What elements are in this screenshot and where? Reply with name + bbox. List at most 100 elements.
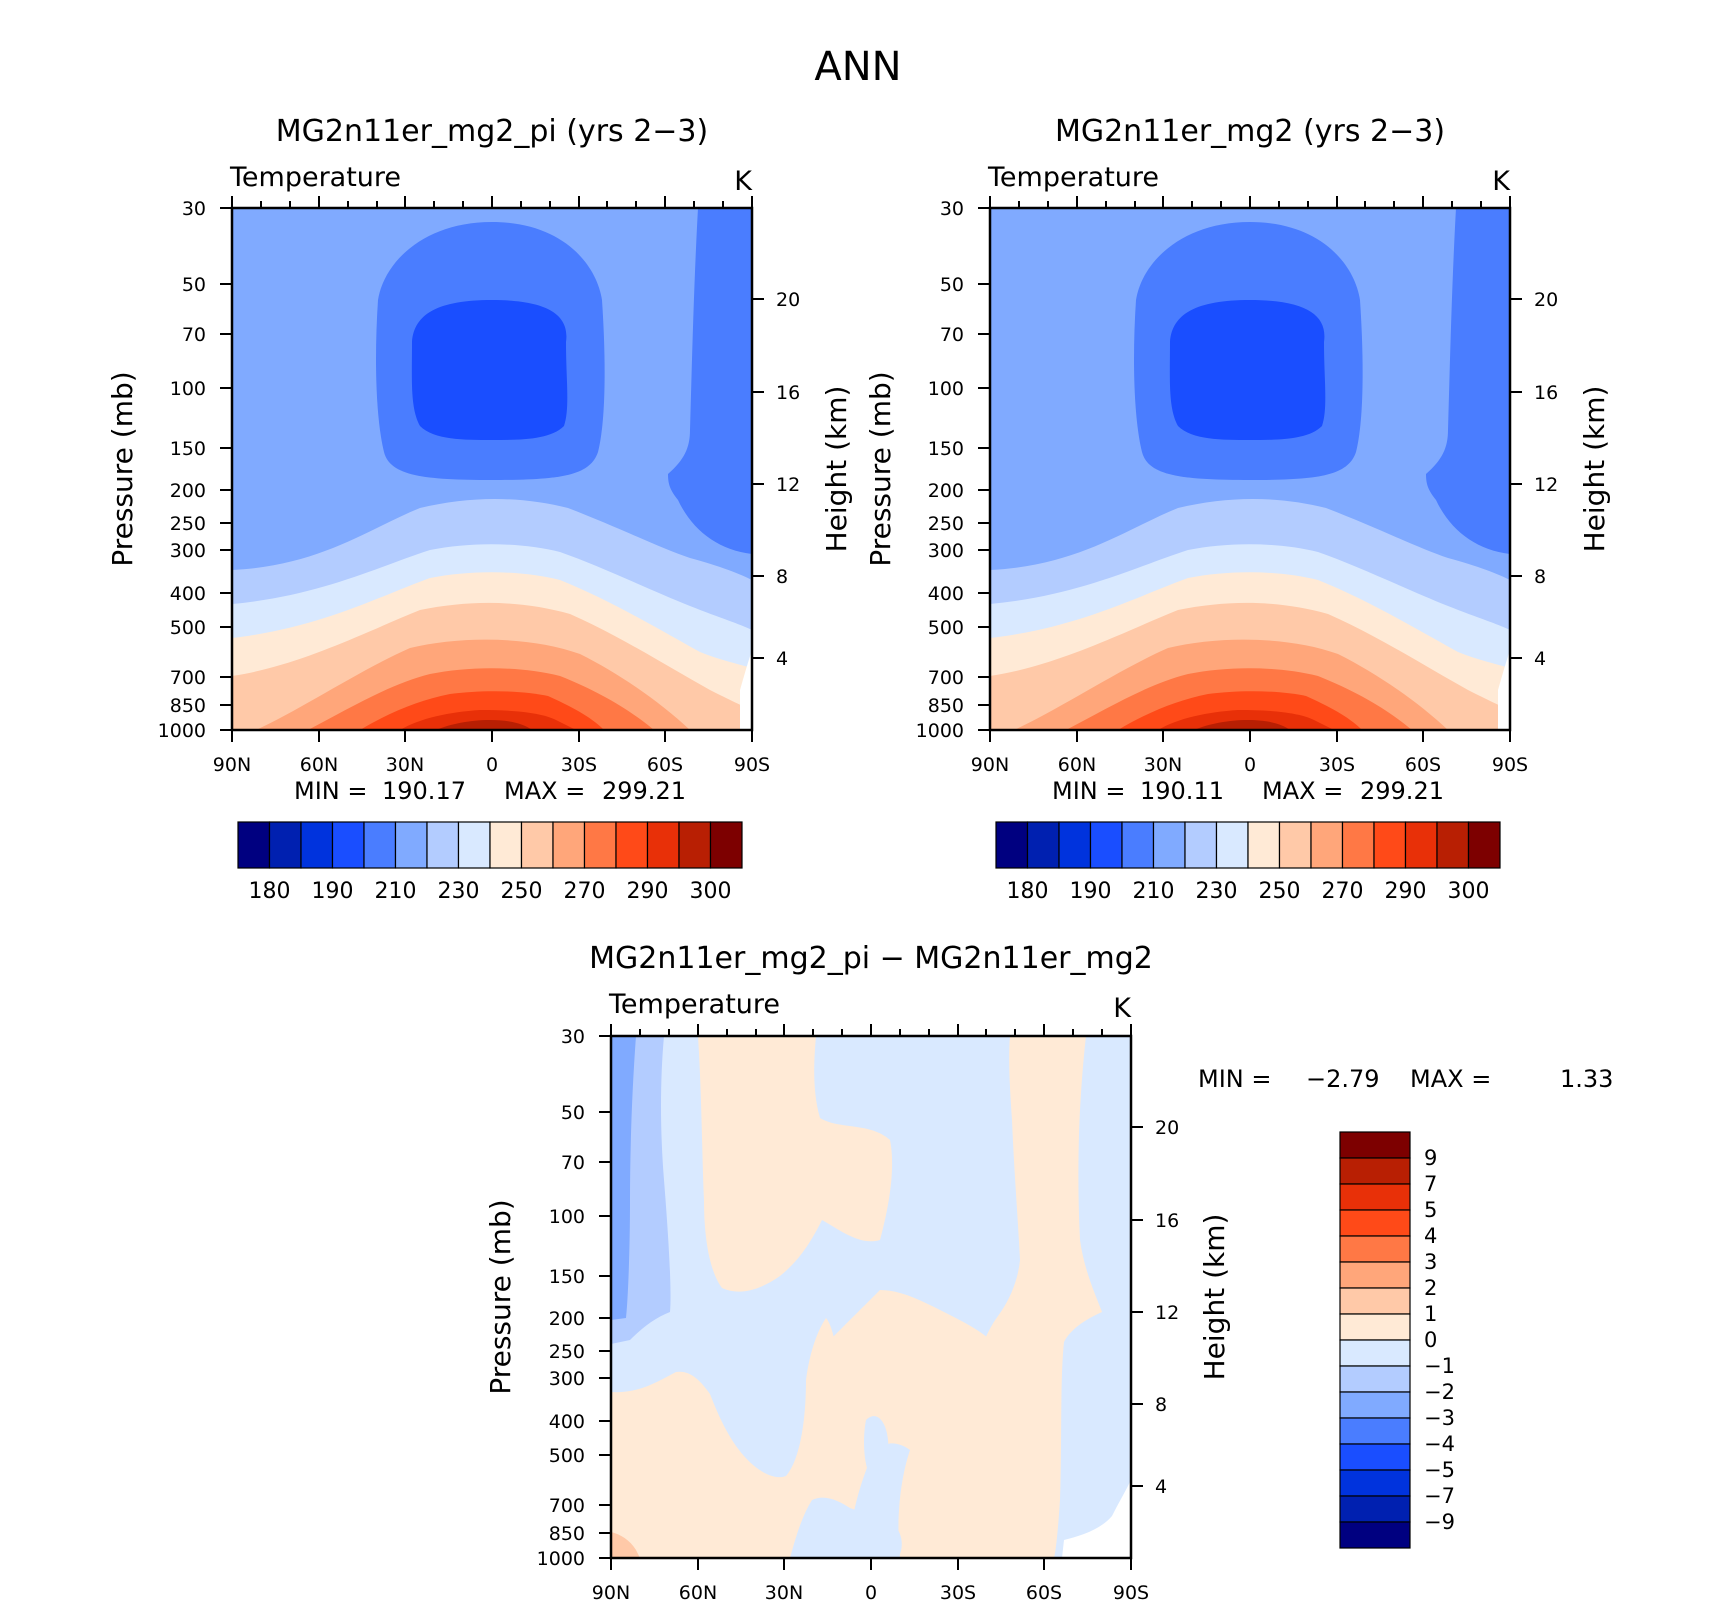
colorbar-swatch bbox=[1373, 821, 1407, 869]
contour-band-0-1-mid bbox=[830, 1290, 990, 1558]
missing-data-region bbox=[1498, 650, 1510, 730]
panel-3-y-axis-label: Pressure (mb) bbox=[484, 1199, 517, 1394]
contour-band-1-2 bbox=[611, 1532, 640, 1558]
panel-3-contours bbox=[611, 1036, 1131, 1558]
panel-1-right-axis-label: Height (km) bbox=[820, 386, 853, 553]
y-tick-label: 300 bbox=[928, 540, 964, 562]
y-tick-label: 30 bbox=[561, 1026, 585, 1048]
colorbar-swatch bbox=[1339, 1131, 1411, 1159]
colorbar-label: 290 bbox=[627, 879, 669, 904]
colorbar-swatch bbox=[1152, 821, 1186, 869]
min-label: MIN = bbox=[1052, 777, 1125, 805]
y-tick-label: 200 bbox=[549, 1308, 585, 1330]
colorbar-label: 250 bbox=[501, 879, 543, 904]
colorbar-label: 4 bbox=[1424, 1224, 1437, 1248]
colorbar-label: 300 bbox=[690, 879, 732, 904]
y-tick-label: 30 bbox=[940, 198, 964, 220]
colorbar-swatch bbox=[1215, 821, 1249, 869]
panel-2: MG2n11er_mg2 (yrs 2−3) Temperature K bbox=[864, 114, 1611, 904]
height-tick-label: 8 bbox=[1155, 1394, 1167, 1416]
min-label: MIN = bbox=[1198, 1065, 1271, 1093]
min-label: MIN = bbox=[294, 777, 367, 805]
panel-2-title: MG2n11er_mg2 (yrs 2−3) bbox=[1055, 114, 1445, 149]
y-tick-label: 700 bbox=[549, 1495, 585, 1517]
x-tick-label: 0 bbox=[486, 754, 498, 776]
missing-data-region bbox=[740, 650, 752, 730]
figure-title: ANN bbox=[814, 44, 901, 90]
panel-2-contours bbox=[990, 208, 1510, 730]
panel-1-units-label: K bbox=[734, 166, 753, 197]
x-tick-label: 60N bbox=[300, 754, 338, 776]
panel-3-left-ticks bbox=[599, 1035, 611, 1559]
x-tick-label: 0 bbox=[865, 1582, 877, 1600]
colorbar-swatch bbox=[1339, 1365, 1411, 1393]
height-tick-label: 12 bbox=[1155, 1302, 1179, 1324]
y-tick-label: 850 bbox=[928, 695, 964, 717]
colorbar-label: −3 bbox=[1424, 1406, 1455, 1430]
colorbar-label: 3 bbox=[1424, 1250, 1437, 1274]
x-tick-label: 90N bbox=[213, 754, 251, 776]
colorbar-swatch bbox=[678, 821, 712, 869]
x-tick-label: 60S bbox=[647, 754, 683, 776]
height-tick-label: 4 bbox=[1155, 1476, 1167, 1498]
y-tick-label: 1000 bbox=[916, 720, 964, 742]
colorbar-label: 1 bbox=[1424, 1302, 1437, 1326]
y-tick-label: 70 bbox=[940, 324, 964, 346]
colorbar-swatch bbox=[1058, 821, 1092, 869]
colorbar-swatch bbox=[1339, 1183, 1411, 1211]
max-value: 299.21 bbox=[1360, 777, 1444, 805]
x-tick-label: 90N bbox=[971, 754, 1009, 776]
panel-3-bottom-ticks bbox=[610, 1558, 1132, 1570]
contour-band-200-210 bbox=[1426, 208, 1510, 554]
height-tick-label: 20 bbox=[1534, 289, 1558, 311]
contour-band-neg1-0-lower bbox=[790, 1497, 902, 1558]
panel-1-top-ticks bbox=[231, 196, 753, 208]
colorbar-label: 290 bbox=[1385, 879, 1427, 904]
colorbar-swatch bbox=[552, 821, 586, 869]
colorbar-swatch bbox=[1339, 1495, 1411, 1523]
colorbar-swatch bbox=[1339, 1469, 1411, 1497]
height-tick-label: 4 bbox=[1534, 648, 1546, 670]
panel-3-min-max: MIN = −2.79 MAX = 1.33 bbox=[1198, 1065, 1613, 1093]
colorbar-swatch bbox=[363, 821, 397, 869]
max-value: 299.21 bbox=[602, 777, 686, 805]
colorbar-swatch bbox=[1339, 1209, 1411, 1237]
y-tick-label: 700 bbox=[170, 667, 206, 689]
contour-band-neg1-0-patch bbox=[864, 1416, 889, 1478]
colorbar-label: −9 bbox=[1424, 1510, 1455, 1534]
x-tick-label: 30N bbox=[386, 754, 424, 776]
x-tick-label: 90N bbox=[592, 1582, 630, 1600]
colorbar-swatch bbox=[1339, 1287, 1411, 1315]
y-tick-label: 50 bbox=[182, 274, 206, 296]
panel-3: MG2n11er_mg2_pi − MG2n11er_mg2 Temperatu… bbox=[484, 941, 1613, 1600]
y-tick-label: 250 bbox=[549, 1341, 585, 1363]
height-tick-label: 4 bbox=[776, 648, 788, 670]
y-tick-label: 400 bbox=[928, 583, 964, 605]
panel-1-title: MG2n11er_mg2_pi (yrs 2−3) bbox=[276, 114, 708, 149]
panel-1-right-ticks bbox=[752, 298, 764, 659]
y-tick-label: 500 bbox=[928, 617, 964, 639]
contour-band-290-295 bbox=[400, 710, 576, 730]
colorbar-label: −4 bbox=[1424, 1432, 1455, 1456]
y-tick-label: 100 bbox=[170, 378, 206, 400]
height-tick-label: 20 bbox=[776, 289, 800, 311]
colorbar-swatch bbox=[1339, 1261, 1411, 1289]
colorbar-swatch bbox=[646, 821, 680, 869]
panel-2-units-label: K bbox=[1492, 166, 1511, 197]
colorbar-label: 230 bbox=[438, 879, 480, 904]
panel-1-y-axis-label: Pressure (mb) bbox=[106, 371, 139, 566]
y-tick-label: 500 bbox=[549, 1445, 585, 1467]
y-tick-label: 150 bbox=[549, 1266, 585, 1288]
colorbar-swatch bbox=[1339, 1443, 1411, 1471]
colorbar-label: −2 bbox=[1424, 1380, 1455, 1404]
min-value: 190.17 bbox=[382, 777, 466, 805]
colorbar-label: 2 bbox=[1424, 1276, 1437, 1300]
colorbar-swatch bbox=[1339, 1391, 1411, 1419]
y-tick-label: 300 bbox=[170, 540, 206, 562]
height-tick-label: 16 bbox=[1155, 1210, 1179, 1232]
panel-1-min-max: MIN = 190.17 MAX = 299.21 bbox=[294, 777, 686, 805]
height-tick-label: 8 bbox=[1534, 566, 1546, 588]
x-tick-label: 60N bbox=[1058, 754, 1096, 776]
colorbar-label: −5 bbox=[1424, 1458, 1455, 1482]
